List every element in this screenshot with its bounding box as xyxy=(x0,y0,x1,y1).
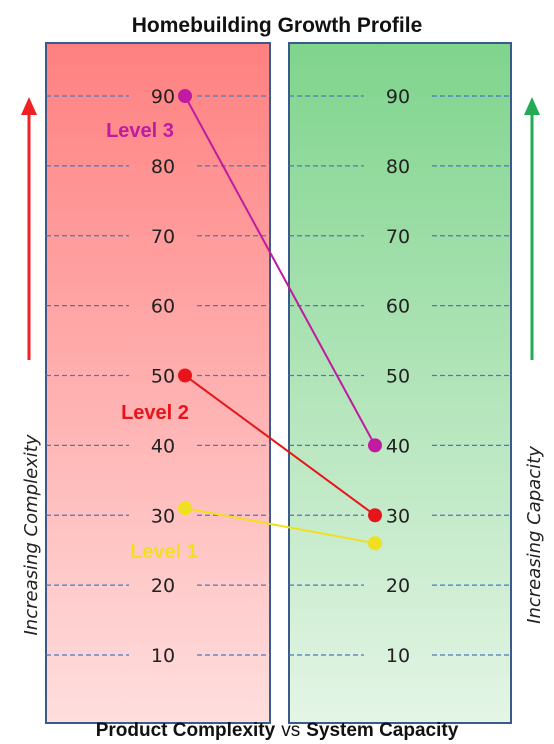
complexity-tick-label-10: 10 xyxy=(151,645,175,667)
level-2-capacity-point xyxy=(368,508,382,523)
capacity-side-label: Increasing Capacity xyxy=(524,446,545,624)
capacity-tick-label-50: 50 xyxy=(386,366,410,388)
capacity-tick-label-20: 20 xyxy=(386,575,410,597)
capacity-tick-label-70: 70 xyxy=(386,226,410,248)
level-1-complexity-point xyxy=(178,501,192,516)
series-labels: Level 1 Level 2 Level 3 xyxy=(106,120,198,563)
level-1-label: Level 1 xyxy=(130,541,198,563)
complexity-tick-label-90: 90 xyxy=(151,86,175,108)
level-3-capacity-point xyxy=(368,438,382,453)
complexity-column xyxy=(45,42,271,724)
complexity-arrow xyxy=(21,97,37,360)
series-points xyxy=(178,89,382,551)
capacity-tick-label-40: 40 xyxy=(386,435,410,457)
complexity-side-label: Increasing Complexity xyxy=(21,434,42,635)
series-lines xyxy=(184,95,376,545)
complexity-tick-label-40: 40 xyxy=(151,435,175,457)
footer-right: System Capacity xyxy=(306,720,459,741)
complexity-tick-label-70: 70 xyxy=(151,226,175,248)
tick-labels: 10 20 30 40 50 60 70 80 90 10 20 30 40 50 60 70 80 90 xyxy=(151,86,410,667)
complexity-tick-label-60: 60 xyxy=(151,296,175,318)
gridlines xyxy=(46,95,511,656)
footer-vs: vs xyxy=(281,720,300,741)
level-1-line xyxy=(184,507,376,545)
level-3-label: Level 3 xyxy=(106,120,174,142)
footer-left: Product Complexity xyxy=(96,720,276,741)
level-1-capacity-point xyxy=(368,536,382,551)
complexity-tick-label-80: 80 xyxy=(151,156,175,178)
capacity-tick-label-80: 80 xyxy=(386,156,410,178)
level-2-line xyxy=(184,374,376,517)
capacity-tick-label-60: 60 xyxy=(386,296,410,318)
capacity-tick-label-10: 10 xyxy=(386,645,410,667)
level-2-complexity-point xyxy=(178,368,192,383)
chart-footer: Product Complexity vs System Capacity xyxy=(96,720,459,741)
complexity-tick-label-20: 20 xyxy=(151,575,175,597)
capacity-tick-label-90: 90 xyxy=(386,86,410,108)
capacity-tick-label-30: 30 xyxy=(386,505,410,527)
complexity-tick-label-30: 30 xyxy=(151,505,175,527)
capacity-arrow xyxy=(524,97,540,360)
level-3-complexity-point xyxy=(178,89,192,103)
chart-title: Homebuilding Growth Profile xyxy=(132,14,423,37)
complexity-arrow-head xyxy=(21,97,37,115)
level-2-label: Level 2 xyxy=(121,402,189,424)
capacity-column xyxy=(288,42,512,724)
capacity-arrow-head xyxy=(524,97,540,115)
level-3-line xyxy=(184,95,376,446)
complexity-tick-label-50: 50 xyxy=(151,366,175,388)
